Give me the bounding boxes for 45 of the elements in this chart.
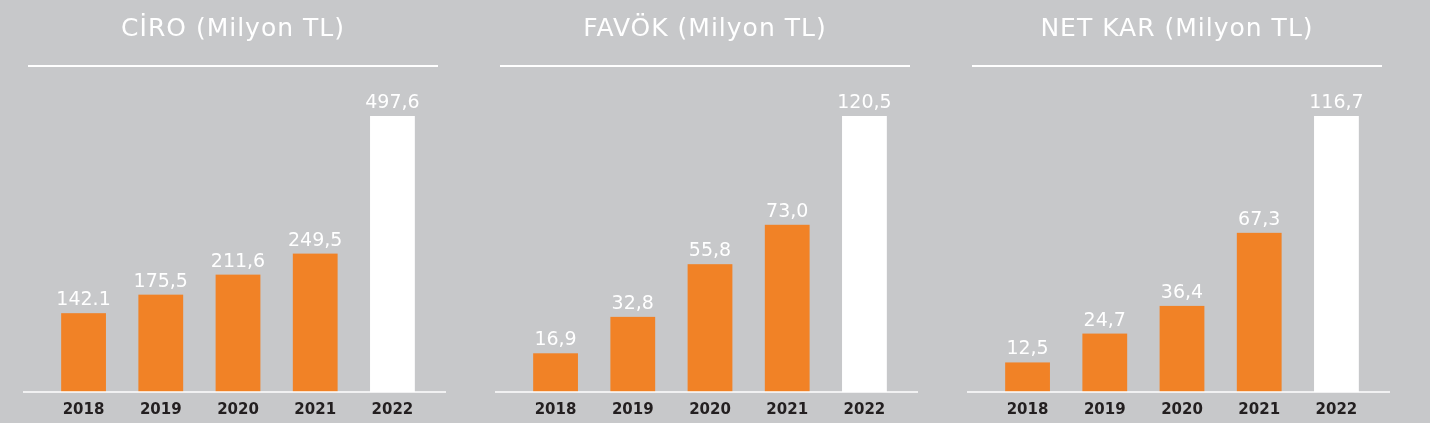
data-label: 24,7 xyxy=(1083,307,1126,330)
data-label: 116,7 xyxy=(1309,90,1364,112)
bar xyxy=(1236,232,1282,392)
x-tick-label: 2019 xyxy=(1083,400,1126,418)
data-label: 55,8 xyxy=(688,238,732,261)
chart-title: FAVÖK (Milyon TL) xyxy=(583,13,827,42)
data-label: 497,6 xyxy=(365,90,420,112)
data-label: 175,5 xyxy=(133,268,188,291)
bar xyxy=(292,253,338,392)
data-label: 67,3 xyxy=(1238,206,1281,229)
data-label: 73,0 xyxy=(766,198,809,221)
chart-title: NET KAR (Milyon TL) xyxy=(1040,13,1314,42)
bar xyxy=(1082,333,1128,392)
x-tick-label: 2022 xyxy=(843,400,886,418)
x-tick-label: 2019 xyxy=(139,400,182,418)
x-tick-label: 2021 xyxy=(1238,400,1281,418)
data-label: 12,5 xyxy=(1006,336,1049,359)
bar xyxy=(1005,362,1050,392)
bar xyxy=(610,316,656,392)
bar xyxy=(1159,305,1205,392)
data-label: 36,4 xyxy=(1160,279,1204,302)
bar xyxy=(61,313,106,392)
x-tick-label: 2022 xyxy=(1315,400,1358,418)
x-tick-label: 2019 xyxy=(611,400,654,418)
chart-title: CİRO (Milyon TL) xyxy=(121,13,345,42)
x-tick-label: 2018 xyxy=(1006,400,1049,418)
bar xyxy=(687,264,733,392)
x-tick-label: 2018 xyxy=(534,400,577,418)
data-label: 249,5 xyxy=(288,227,343,250)
bar xyxy=(138,294,184,392)
x-tick-label: 2020 xyxy=(689,400,731,418)
x-tick-label: 2020 xyxy=(1161,400,1203,418)
data-label: 211,6 xyxy=(210,248,266,271)
data-label: 142.1 xyxy=(56,287,111,310)
data-label: 16,9 xyxy=(534,327,577,350)
x-tick-label: 2022 xyxy=(371,400,414,418)
x-tick-label: 2021 xyxy=(294,400,337,418)
x-tick-label: 2018 xyxy=(62,400,105,418)
bar xyxy=(533,353,578,392)
x-tick-label: 2021 xyxy=(766,400,809,418)
bar xyxy=(215,274,261,392)
data-label: 120,5 xyxy=(837,90,892,112)
x-tick-label: 2020 xyxy=(217,400,259,418)
data-label: 32,8 xyxy=(611,290,654,313)
bar xyxy=(764,224,810,392)
